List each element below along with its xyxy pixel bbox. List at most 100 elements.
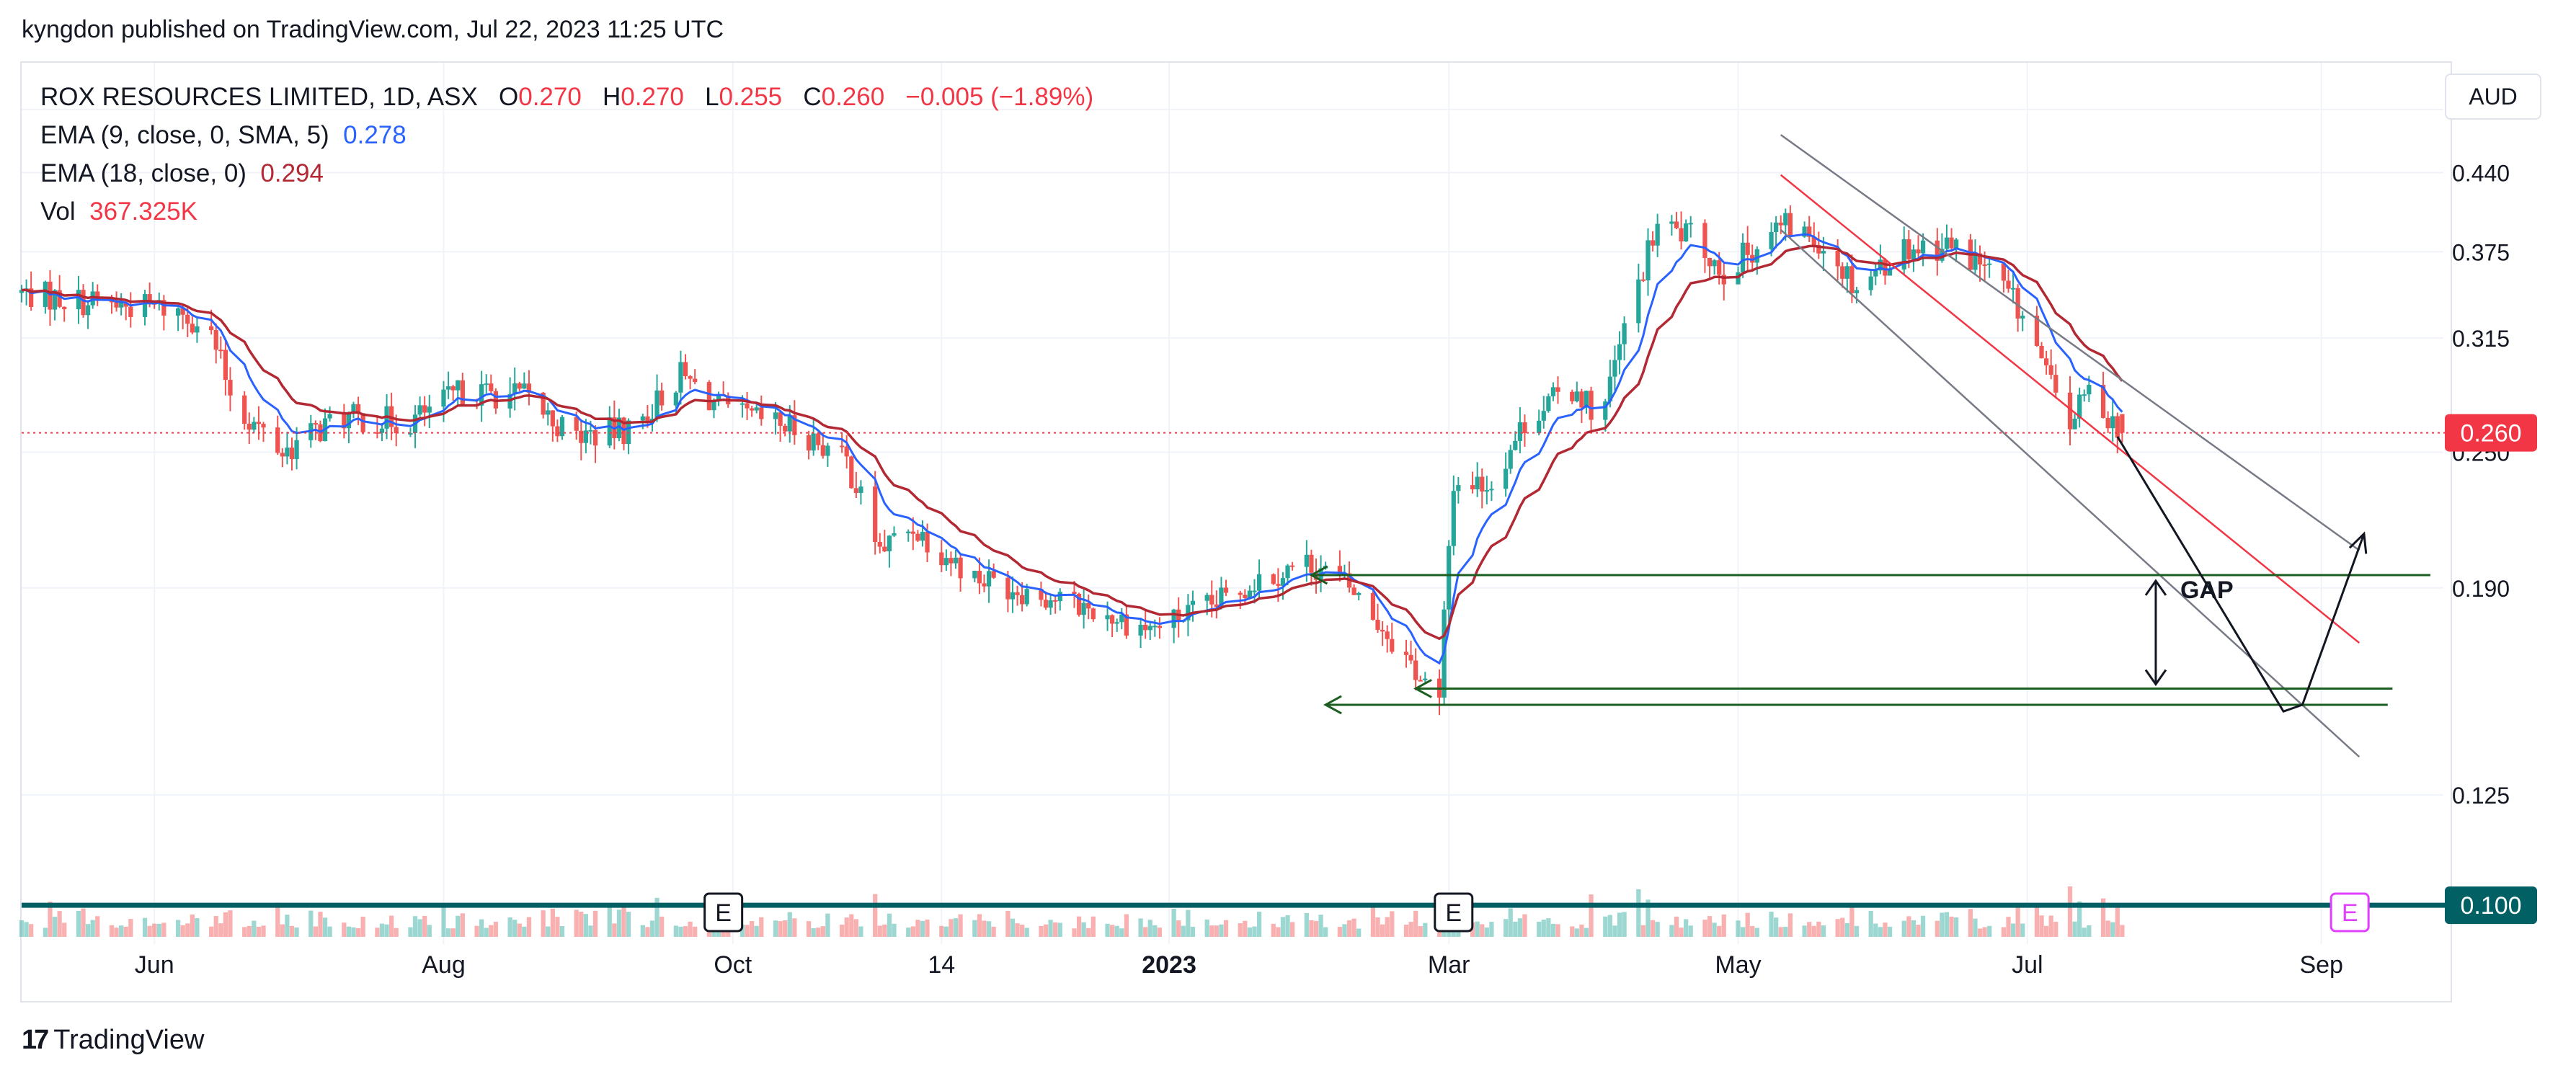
volume-bar: [693, 926, 698, 937]
volume-bar: [460, 913, 465, 937]
volume-bar: [2039, 915, 2044, 937]
volume-bar: [147, 925, 152, 937]
candle-body: [559, 417, 565, 437]
legend-volume-row[interactable]: Vol 367.325K: [40, 192, 1093, 231]
volume-bar: [649, 920, 655, 937]
volume-bar: [1702, 920, 1707, 937]
earnings-marker: [1434, 892, 1474, 933]
candle-body: [2006, 280, 2011, 289]
candle-body: [958, 557, 963, 579]
volume-bar: [972, 920, 977, 937]
candle-body: [185, 314, 190, 324]
volume-bar: [910, 926, 915, 937]
candle-body: [783, 425, 788, 432]
volume-bar: [1289, 922, 1295, 937]
candle-body: [806, 435, 812, 451]
legend-ema-slow-row[interactable]: EMA (18, close, 0) 0.294: [40, 154, 1093, 192]
candle-body: [2100, 385, 2106, 418]
legend-ema-fast-row[interactable]: EMA (9, close, 0, SMA, 5) 0.278: [40, 116, 1093, 154]
candle-body: [716, 394, 721, 401]
candle-body: [1380, 629, 1385, 632]
volume-bar: [43, 927, 48, 937]
volume-bar: [256, 927, 262, 937]
tradingview-brand[interactable]: 17 TradingView: [22, 1025, 204, 1056]
volume-bar: [1152, 925, 1158, 937]
candle-body: [939, 552, 944, 566]
candle-body: [1688, 223, 1693, 225]
candle-body: [1010, 592, 1016, 600]
volume-bar: [2072, 921, 2077, 937]
volume-bar: [1252, 926, 1257, 937]
volume-bar: [1043, 924, 1049, 937]
volume-bar: [1811, 925, 1816, 937]
candle-body: [1745, 242, 1750, 255]
candle-body: [1754, 249, 1759, 263]
candle-body: [29, 288, 34, 307]
candle-body: [1119, 614, 1124, 623]
candle-body: [1238, 592, 1243, 595]
candle-body: [550, 410, 555, 427]
currency-button[interactable]: AUD: [2445, 74, 2541, 120]
volume-bar: [825, 913, 830, 937]
volume-bar: [1679, 927, 1684, 937]
volume-bar: [873, 894, 878, 937]
candle-body: [579, 430, 584, 443]
candle-body: [1844, 266, 1849, 279]
candle-body: [778, 412, 783, 426]
volume-bar: [156, 923, 161, 937]
volume-bar: [2105, 920, 2110, 937]
candle-body: [991, 571, 996, 578]
volume-bar: [1645, 899, 1651, 937]
volume-bar: [228, 910, 233, 937]
volume-bar: [261, 925, 266, 937]
volume-value: 367.325K: [89, 197, 197, 226]
volume-bar: [2001, 927, 2007, 937]
drawings: GAP E E E: [22, 134, 2445, 933]
candle-body: [541, 392, 546, 415]
x-tick-label: Sep: [2299, 951, 2343, 979]
volume-bar: [1640, 925, 1646, 937]
candle-body: [792, 415, 797, 435]
volume-bar: [1636, 889, 1641, 937]
price-axis[interactable]: 0.5000.4400.3750.3150.2500.1900.1250.100…: [2445, 97, 2537, 925]
volume-bar: [1053, 922, 1058, 937]
candle-body: [915, 533, 920, 541]
volume-bar: [1480, 924, 1485, 937]
volume-bar: [1285, 915, 1290, 937]
volume-bar: [1337, 927, 1343, 937]
candle-body: [355, 404, 361, 414]
volume-bar: [1385, 917, 1390, 937]
volume-bar: [1403, 925, 1409, 937]
candle-body: [920, 532, 925, 541]
candle-body: [706, 382, 712, 411]
candle-body: [1887, 269, 1893, 276]
volume-bar: [1754, 927, 1759, 937]
volume-bar: [579, 912, 584, 937]
candle-body: [1285, 565, 1290, 579]
volume-bar: [559, 925, 565, 937]
candle-body: [849, 456, 854, 489]
volume-bar: [1707, 916, 1713, 937]
candle-body: [839, 445, 845, 448]
candle-body: [1878, 259, 1883, 271]
symbol-name[interactable]: ROX RESOURCES LIMITED, 1D, ASX: [40, 83, 478, 111]
time-axis[interactable]: Jun Aug Oct 14 2023 Mar May Jul Sep: [135, 951, 2343, 979]
volume-bar: [621, 907, 626, 937]
volume-bar: [1977, 928, 1983, 937]
volume-bar: [1147, 920, 1152, 937]
volume-bar: [185, 923, 190, 937]
candle-body: [1802, 226, 1807, 237]
candle-body: [1783, 213, 1788, 226]
candle-body: [1043, 600, 1049, 608]
projection-path: [2116, 436, 2366, 713]
x-tick-label: Aug: [422, 951, 466, 979]
earnings-marker-label: E: [2342, 899, 2358, 927]
low-value: 0.255: [719, 83, 783, 111]
candle-body: [1091, 608, 1096, 620]
candle-body: [195, 326, 200, 333]
candle-body: [223, 350, 228, 381]
x-tick-label: Oct: [714, 951, 752, 979]
volume-bar: [484, 927, 489, 937]
candle-body: [588, 430, 593, 432]
